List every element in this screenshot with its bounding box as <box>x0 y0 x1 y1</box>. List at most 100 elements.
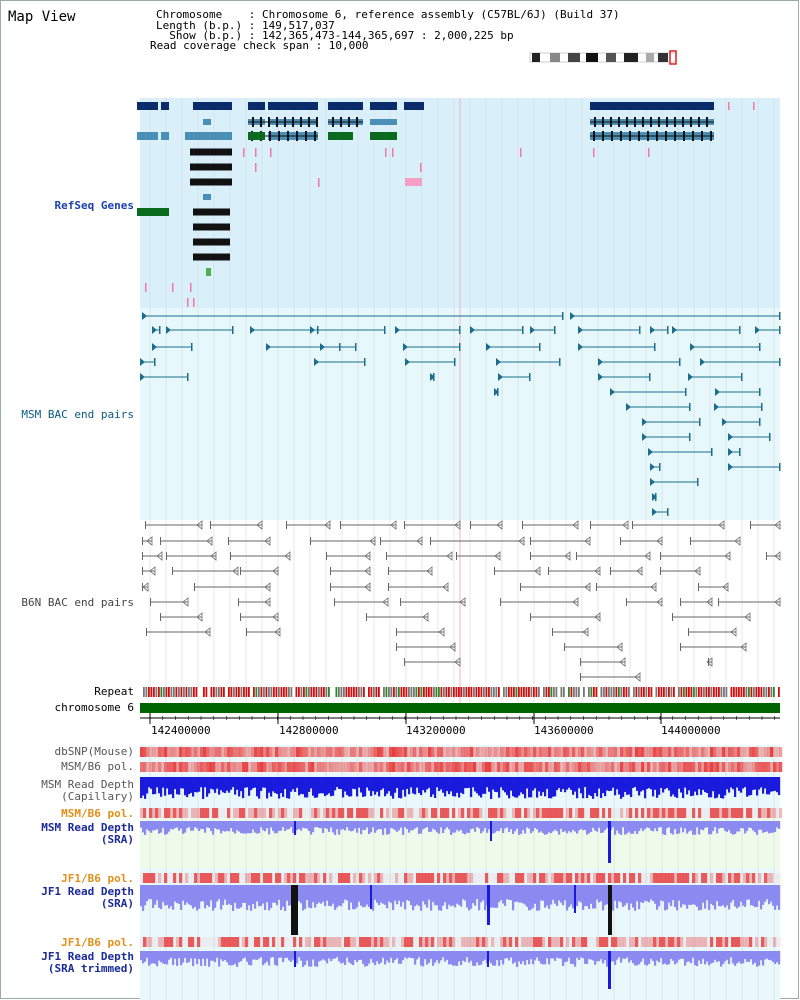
msm-depth-capillary-bar <box>768 777 771 795</box>
jf1-b6-pol-cell <box>188 873 192 883</box>
track-label-refseq-genes[interactable]: RefSeq Genes <box>54 199 134 212</box>
jf1-depth-sra-bar <box>360 885 363 906</box>
jf1-depth-trimmed-bar <box>768 951 771 960</box>
b6n-bac-end <box>196 520 203 530</box>
msm-depth-capillary-bar <box>446 777 449 792</box>
jf1-depth-sra-bar <box>756 885 759 907</box>
dbsnp-cell <box>416 747 420 757</box>
msm-b6-pol-cell <box>695 808 699 818</box>
jf1-depth-sra-bar <box>658 885 661 907</box>
jf1-b6-pol-cell <box>173 937 177 947</box>
msm-b6-pol-cell <box>398 808 402 818</box>
jf1-depth-trimmed-bar <box>664 951 667 964</box>
jf1-b6-pol-cell <box>638 937 642 947</box>
msm-depth-capillary-bar <box>480 777 483 798</box>
jf1-b6-pol-cell <box>422 937 426 947</box>
msm-b6-pol-cell <box>671 808 675 818</box>
repeat-element <box>290 687 293 697</box>
msm-depth-capillary-bar <box>190 777 193 793</box>
jf1-depth-sra-bar-spike <box>608 885 612 935</box>
b6n-bac-end <box>182 597 189 607</box>
msm-depth-capillary-bar <box>608 777 611 792</box>
gene-exon-tick <box>674 131 676 141</box>
jf1-b6-pol-cell <box>155 937 159 947</box>
msm-b6-pol-cell <box>278 808 282 818</box>
repeat-element <box>353 687 355 697</box>
jf1-depth-sra-bar <box>154 885 157 905</box>
jf1-depth-trimmed-bar <box>206 951 209 959</box>
pink-marker <box>145 283 147 292</box>
jf1-b6-pol-cell <box>251 937 255 947</box>
msm-b6-pol-cell <box>563 808 567 818</box>
b6n-bac-end <box>210 551 217 561</box>
jf1-depth-trimmed-bar <box>592 951 595 961</box>
msm-b6-pol-cell <box>212 762 216 772</box>
msm-depth-capillary-bar <box>278 777 281 799</box>
track-label-msm-bac-end-pairs[interactable]: MSM BAC end pairs <box>21 408 134 421</box>
jf1-depth-trimmed-bar <box>162 951 165 964</box>
jf1-depth-trimmed-bar <box>156 951 159 967</box>
track-label-b6n-bac-end-pairs[interactable]: B6N BAC end pairs <box>21 596 134 609</box>
repeat-element <box>625 687 628 697</box>
jf1-depth-sra-bar <box>444 885 447 903</box>
jf1-b6-pol-cell <box>572 937 576 947</box>
msm-depth-sra-bar <box>266 821 269 829</box>
msm-depth-sra-bar <box>674 821 677 830</box>
msm-depth-capillary-bar <box>636 777 639 791</box>
repeat-element <box>618 687 620 697</box>
jf1-depth-sra-bar <box>400 885 403 907</box>
msm-b6-pol-cell <box>440 808 444 818</box>
repeat-element <box>593 687 595 697</box>
msm-depth-sra-bar <box>332 821 335 833</box>
jf1-b6-pol-cell <box>323 873 327 883</box>
jf1-b6-pol-cell <box>566 937 570 947</box>
msm-b6-pol-cell <box>281 808 285 818</box>
repeat-element <box>693 687 695 697</box>
msm-depth-capillary-bar <box>564 777 567 793</box>
jf1-depth-trimmed-bar <box>172 951 175 966</box>
jf1-depth-trimmed-bar <box>488 951 491 961</box>
msm-depth-capillary-bar <box>160 777 163 797</box>
b6n-bac-end <box>228 537 229 545</box>
dbsnp-cell <box>467 747 471 757</box>
msm-depth-capillary-bar <box>238 777 241 797</box>
msm-b6-pol-cell <box>305 762 309 772</box>
msm-depth-sra-bar <box>628 821 631 832</box>
jf1-depth-sra-bar <box>680 885 683 908</box>
repeat-element <box>648 687 650 697</box>
jf1-depth-trimmed-bar <box>690 951 693 964</box>
jf1-depth-sra-bar <box>144 885 147 906</box>
msm-depth-capillary-bar <box>366 777 369 788</box>
msm-bac-end <box>650 326 655 334</box>
msm-depth-sra-bar <box>508 821 511 832</box>
jf1-depth-sra-bar <box>766 885 769 900</box>
msm-depth-capillary-bar <box>186 777 189 798</box>
repeat-element <box>550 687 553 697</box>
msm-depth-sra-bar <box>284 821 287 832</box>
track-label-msm-b6-pol-1: MSM/B6 pol. <box>61 760 134 773</box>
jf1-b6-pol-cell <box>365 937 369 947</box>
gene-exon-tick <box>642 117 644 127</box>
msm-depth-capillary-bar <box>582 777 585 799</box>
jf1-depth-trimmed-bar <box>252 951 255 960</box>
jf1-depth-trimmed-bar <box>346 951 349 958</box>
jf1-b6-pol-cell <box>713 937 717 947</box>
jf1-depth-trimmed-bar <box>418 951 421 958</box>
msm-b6-pol-cell <box>476 808 480 818</box>
jf1-depth-sra-bar <box>308 885 311 908</box>
msm-b6-pol-cell <box>203 808 207 818</box>
b6n-bac-end <box>404 658 405 666</box>
jf1-b6-pol-cell <box>431 937 435 947</box>
chromosome-ideogram[interactable] <box>528 50 683 66</box>
msm-b6-pol-cell <box>233 808 237 818</box>
msm-b6-pol-cell <box>605 762 609 772</box>
jf1-depth-sra-bar <box>670 885 673 907</box>
msm-depth-sra-bar <box>226 821 229 831</box>
jf1-depth-trimmed-bar <box>432 951 435 966</box>
jf1-b6-pol-cell <box>161 937 165 947</box>
msm-depth-capillary-bar <box>150 777 153 789</box>
repeat-element <box>718 687 720 697</box>
b6n-bac-end <box>150 598 151 606</box>
msm-depth-sra-bar <box>444 821 447 830</box>
